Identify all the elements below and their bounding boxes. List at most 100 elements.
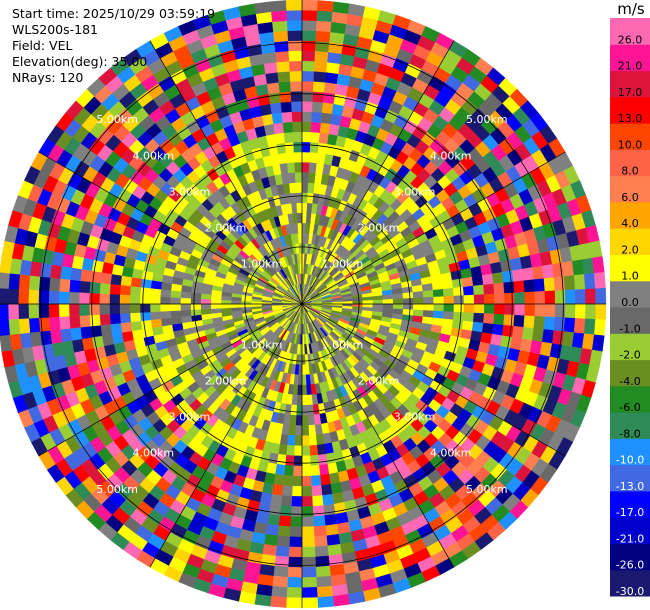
velocity-gate [286, 587, 303, 599]
velocity-gate [325, 71, 339, 85]
velocity-gate [310, 131, 321, 144]
velocity-gate [109, 303, 121, 315]
velocity-gate [318, 463, 330, 476]
velocity-gate [362, 300, 374, 305]
velocity-gate [274, 40, 289, 53]
velocity-gate [190, 297, 202, 305]
velocity-gate [301, 30, 317, 42]
velocity-gate [290, 90, 303, 102]
velocity-gate [69, 327, 83, 341]
velocity-gate [301, 536, 315, 548]
range-ring-label: 3.00km [394, 185, 436, 198]
velocity-gate [285, 0, 303, 11]
velocity-gate [301, 415, 309, 426]
velocity-gate [180, 297, 191, 305]
colorbar-unit: m/s [617, 0, 645, 18]
velocity-gate [58, 278, 71, 293]
velocity-gate [442, 311, 455, 321]
velocity-gate [314, 50, 329, 63]
velocity-gate [265, 71, 279, 85]
velocity-gate [287, 40, 303, 52]
velocity-gate [463, 294, 475, 305]
velocity-gate [260, 41, 276, 55]
nrays-text: NRays: 120 [12, 70, 84, 85]
velocity-gate [286, 20, 303, 32]
velocity-gate [311, 485, 323, 497]
velocity-gate [315, 555, 330, 568]
velocity-gate [69, 279, 81, 293]
velocity-gate [473, 303, 485, 314]
velocity-gate [274, 132, 286, 145]
velocity-gate [301, 556, 317, 568]
velocity-gate [265, 133, 277, 146]
velocity-gate [543, 316, 556, 331]
velocity-gate [493, 313, 505, 326]
velocity-gate [541, 329, 555, 344]
velocity-gate [321, 102, 334, 115]
velocity-gate [281, 172, 290, 185]
velocity-gate [109, 313, 121, 325]
velocity-gate [312, 515, 326, 527]
velocity-gate [298, 232, 303, 244]
velocity-gate [286, 576, 303, 588]
velocity-gate [585, 288, 597, 305]
velocity-gate [310, 121, 322, 133]
velocity-gate [483, 313, 495, 325]
velocity-gate [293, 141, 303, 153]
velocity-gate [292, 121, 303, 133]
velocity-gate [90, 270, 103, 284]
velocity-gate [276, 535, 291, 548]
velocity-gate [471, 275, 484, 287]
velocity-gate [544, 303, 556, 318]
velocity-gate [313, 60, 328, 73]
velocity-gate [413, 303, 424, 311]
velocity-gate [554, 303, 566, 319]
velocity-gate [462, 285, 475, 296]
velocity-gate [287, 30, 303, 42]
velocity-gate [0, 319, 10, 336]
velocity-gate [109, 293, 121, 305]
velocity-gate [285, 151, 295, 164]
velocity-gate [159, 303, 171, 312]
velocity-gate [69, 267, 83, 281]
range-ring-label: 5.00km [466, 113, 508, 126]
velocity-gate [534, 291, 546, 305]
velocity-gate [119, 303, 131, 314]
velocity-gate [372, 303, 384, 309]
velocity-gate [301, 161, 310, 173]
velocity-gate [296, 212, 303, 224]
velocity-gate [301, 496, 313, 507]
velocity-gate [294, 435, 303, 447]
velocity-gate [541, 264, 555, 279]
velocity-gate [286, 162, 296, 174]
velocity-gate [481, 273, 494, 286]
velocity-gate [0, 334, 13, 352]
velocity-gate [58, 303, 70, 317]
velocity-gate [310, 464, 321, 477]
velocity-gate [326, 533, 341, 547]
velocity-gate [277, 152, 288, 165]
velocity-gate [170, 296, 181, 305]
velocity-gate [342, 301, 353, 305]
velocity-gate [129, 303, 141, 314]
velocity-gate [297, 222, 303, 234]
velocity-gate [301, 404, 309, 416]
velocity-gate [310, 475, 322, 487]
velocity-gate [39, 262, 53, 278]
velocity-gate [301, 50, 316, 62]
velocity-gate [322, 92, 336, 105]
velocity-gate [292, 212, 299, 224]
velocity-gate [309, 141, 320, 154]
velocity-gate [292, 131, 303, 143]
velocity-gate [402, 297, 414, 305]
velocity-gate [301, 465, 312, 477]
velocity-gate [309, 444, 319, 457]
velocity-gate [170, 310, 182, 319]
range-ring-label: 3.00km [169, 411, 211, 424]
velocity-gate [432, 310, 444, 320]
velocity-gate [320, 483, 333, 496]
velocity-gate [48, 316, 61, 331]
velocity-gate [139, 311, 152, 322]
velocity-gate [291, 111, 303, 123]
velocity-gate [553, 276, 566, 291]
